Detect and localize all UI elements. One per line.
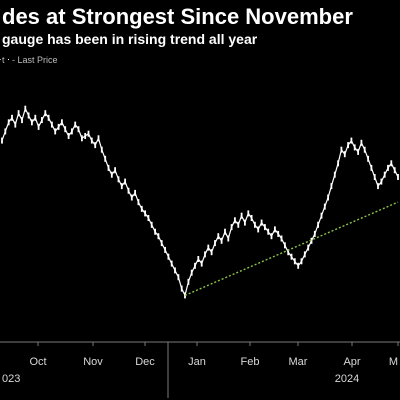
trendline bbox=[184, 201, 399, 297]
legend: t - Last Price bbox=[0, 55, 58, 65]
chart-title: des at Strongest Since November bbox=[2, 4, 353, 29]
x-tick-label: Jan bbox=[188, 356, 206, 368]
legend-swatch-1 bbox=[8, 59, 9, 60]
price-line bbox=[1, 107, 399, 298]
x-tick-label: M bbox=[389, 356, 398, 368]
x-tick-label: Oct bbox=[29, 356, 46, 368]
year-labels: 023 2024 bbox=[2, 373, 359, 385]
chart-subtitle: gauge has been in rising trend all year bbox=[2, 31, 258, 47]
legend-entry-0: t bbox=[2, 55, 5, 65]
x-tick-label: Dec bbox=[135, 356, 155, 368]
plot-area bbox=[1, 105, 399, 299]
x-tick-label: Mar bbox=[289, 356, 308, 368]
x-tick-label: Feb bbox=[241, 356, 260, 368]
legend-entry-1: - Last Price bbox=[12, 55, 58, 65]
legend-swatch-0 bbox=[0, 59, 1, 60]
x-axis-ticks: Oct Nov Dec Jan Feb Mar Apr M bbox=[29, 342, 399, 368]
x-tick-label: Apr bbox=[343, 356, 360, 368]
year-label: 023 bbox=[2, 373, 20, 385]
year-label: 2024 bbox=[335, 373, 359, 385]
x-tick-label: Nov bbox=[83, 356, 103, 368]
